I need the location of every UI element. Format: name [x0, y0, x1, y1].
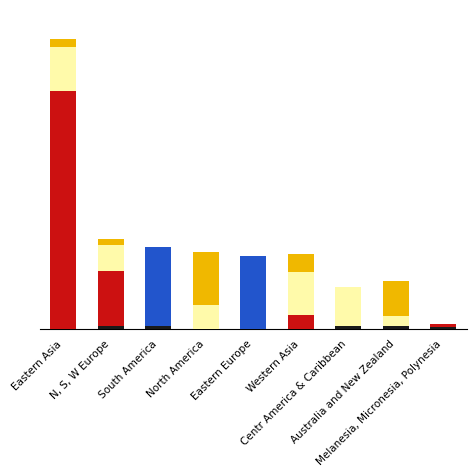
Bar — [193, 305, 219, 329]
Bar — [50, 39, 76, 47]
Bar — [145, 247, 172, 327]
Bar — [193, 252, 219, 305]
Bar — [383, 327, 409, 329]
Bar — [50, 47, 76, 91]
Bar — [288, 254, 314, 272]
Bar — [50, 91, 76, 329]
Bar — [383, 281, 409, 317]
Bar — [98, 327, 124, 329]
Bar — [383, 317, 409, 327]
Bar — [98, 245, 124, 271]
Bar — [240, 255, 266, 329]
Bar — [335, 327, 361, 329]
Bar — [288, 315, 314, 329]
Bar — [98, 239, 124, 245]
Bar — [145, 327, 172, 329]
Bar — [430, 324, 456, 328]
Bar — [335, 287, 361, 327]
Bar — [430, 328, 456, 329]
Bar — [288, 272, 314, 315]
Bar — [98, 271, 124, 327]
